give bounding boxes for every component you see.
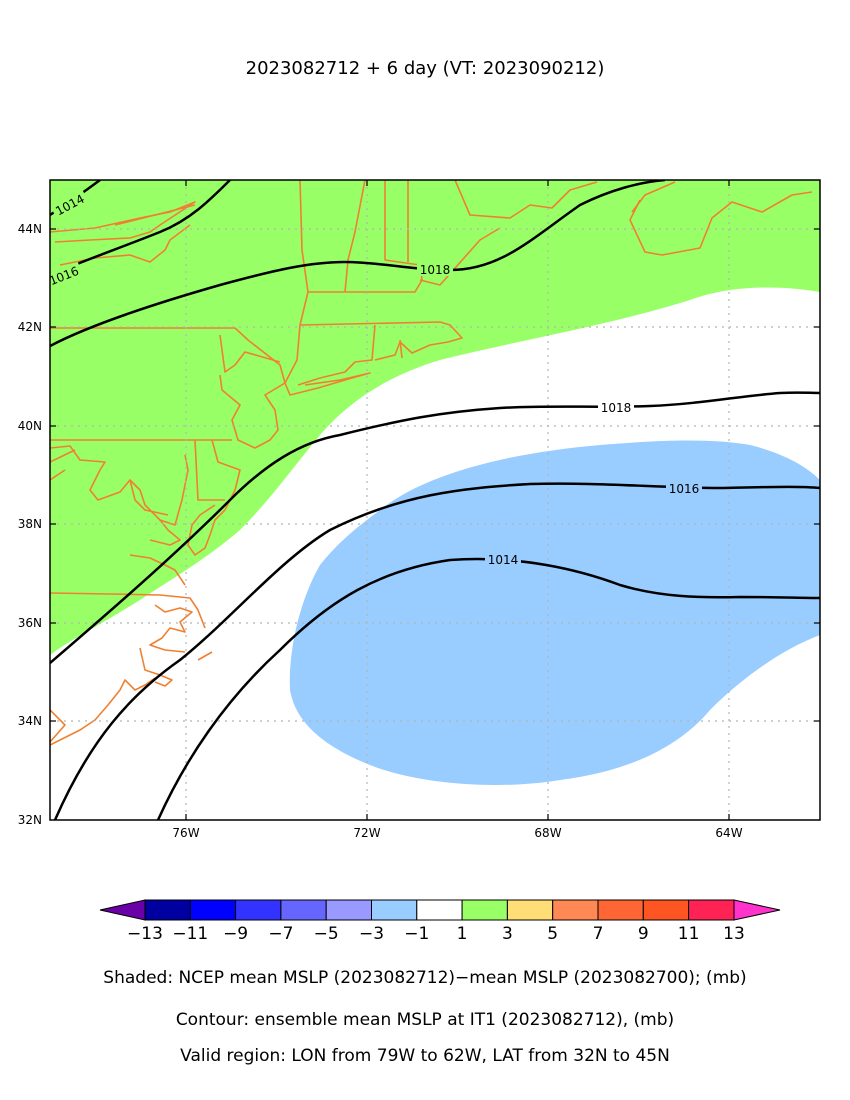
colorbar-bin [371, 899, 418, 921]
colorbar-label: −7 [268, 924, 293, 944]
colorbar-label: 5 [547, 924, 558, 944]
longitude-labels: 76W 72W 68W 64W [172, 826, 742, 840]
colorbar-label: −1 [404, 924, 429, 944]
lat-label-44n: 44N [18, 222, 42, 236]
colorbar-bin [552, 899, 599, 921]
colorbar-label: −3 [359, 924, 384, 944]
colorbar-label: 3 [502, 924, 513, 944]
colorbar [99, 899, 781, 921]
lat-label-42n: 42N [18, 320, 42, 334]
colorbar-bin [506, 899, 554, 921]
latitude-labels: 44N 42N 40N 38N 36N 34N 32N [18, 222, 42, 827]
colorbar-label: 11 [678, 924, 700, 944]
positive-anomaly-shading [50, 180, 820, 655]
colorbar-bin [235, 899, 282, 921]
colorbar-label: 13 [723, 924, 745, 944]
colorbar-bin [642, 899, 690, 921]
lat-label-32n: 32N [18, 813, 42, 827]
colorbar-bin [688, 899, 735, 921]
lon-label-76w: 76W [172, 826, 199, 840]
colorbar-label: −13 [127, 924, 163, 944]
contour-labels: 1014 1016 1018 1018 1016 1014 [50, 189, 702, 567]
colorbar-label: 1 [457, 924, 468, 944]
colorbar-high-arrow [733, 899, 781, 921]
map-frame [49, 179, 821, 821]
contour-label-1014-south: 1014 [485, 552, 521, 567]
contour-1018-south [50, 391, 820, 664]
lon-label-64w: 64W [715, 826, 742, 840]
svg-text:1014: 1014 [488, 553, 519, 567]
contour-label-1016-south: 1016 [666, 481, 702, 496]
colorbar-bin [189, 899, 237, 921]
contour-label-1018-north: 1018 [417, 262, 453, 277]
lat-label-34n: 34N [18, 714, 42, 728]
plot-title: 2023082712 + 6 day (VT: 2023090212) [245, 58, 605, 79]
svg-text:1018: 1018 [420, 263, 451, 277]
caption-contour: Contour: ensemble mean MSLP at IT1 (2023… [175, 1010, 675, 1030]
svg-text:1016: 1016 [669, 482, 700, 496]
axis-ticks [50, 180, 820, 820]
colorbar-bin [325, 899, 373, 921]
colorbar-low-arrow [99, 899, 146, 921]
contour-1018-north [50, 180, 666, 348]
lon-label-68w: 68W [534, 826, 561, 840]
contour-label-1018-south: 1018 [598, 400, 634, 415]
colorbar-label: −9 [223, 924, 248, 944]
colorbar-bin [597, 899, 644, 921]
colorbar-label: 9 [638, 924, 649, 944]
caption-shaded: Shaded: NCEP mean MSLP (2023082712)−mean… [103, 968, 747, 988]
contour-1016-south [53, 482, 820, 820]
caption-region: Valid region: LON from 79W to 62W, LAT f… [180, 1046, 670, 1066]
colorbar-bin [280, 899, 327, 921]
lat-label-38n: 38N [18, 517, 42, 531]
svg-text:1018: 1018 [601, 401, 632, 415]
lat-label-36n: 36N [18, 616, 42, 630]
colorbar-label: −5 [314, 924, 339, 944]
lat-label-40n: 40N [18, 419, 42, 433]
lon-label-72w: 72W [353, 826, 380, 840]
colorbar-bin [461, 899, 508, 921]
coastlines-and-borders [50, 180, 813, 746]
colorbar-labels: −13 −11 −9 −7 −5 −3 −1 1 3 5 7 9 11 13 [127, 924, 745, 944]
map-gridlines [50, 180, 820, 820]
colorbar-bin [144, 899, 191, 921]
negative-anomaly-shading [289, 440, 820, 785]
colorbar-label: −11 [172, 924, 208, 944]
colorbar-bin [416, 899, 463, 921]
colorbar-label: 7 [593, 924, 604, 944]
mslp-contours [50, 180, 820, 820]
